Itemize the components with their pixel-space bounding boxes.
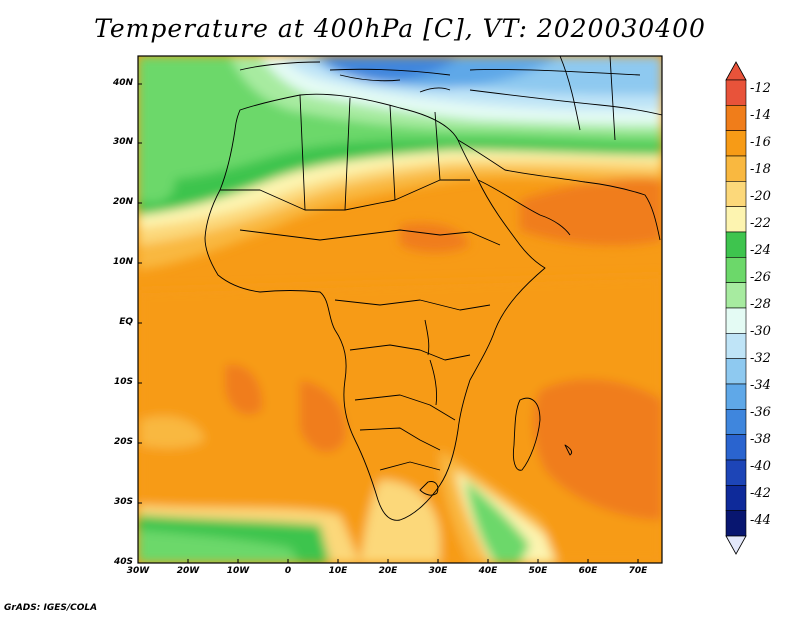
- y-tick-label: 30N: [112, 137, 133, 147]
- colorbar-swatch: [725, 282, 747, 309]
- colorbar-label: -34: [750, 378, 771, 393]
- colorbar-swatch: [725, 434, 747, 461]
- colorbar-label: -12: [750, 81, 771, 96]
- y-tick-label: 10S: [113, 377, 133, 387]
- x-tick-label: 30W: [126, 566, 150, 576]
- x-tick-label: 10E: [328, 566, 348, 576]
- colorbar-swatch: [725, 105, 747, 131]
- colorbar-label: -24: [750, 243, 771, 258]
- map-plot-area: [138, 56, 662, 563]
- colorbar-swatch: [725, 485, 747, 511]
- colorbar-label: -26: [750, 270, 771, 285]
- colorbar: [725, 61, 747, 555]
- colorbar-label: -22: [750, 216, 771, 231]
- x-tick-label: 50E: [528, 566, 548, 576]
- colorbar-swatch: [725, 231, 747, 258]
- colorbar-swatch: [725, 206, 747, 233]
- colorbar-label: -30: [750, 324, 771, 339]
- y-tick-label: EQ: [119, 317, 133, 327]
- colorbar-swatch: [725, 181, 747, 207]
- colorbar-label: -44: [750, 513, 771, 528]
- x-tick-label: 0: [284, 566, 292, 576]
- colorbar-swatch: [725, 307, 747, 334]
- colorbar-label: -32: [750, 351, 771, 366]
- map-title: Temperature at 400hPa [C], VT: 202003040…: [94, 14, 706, 43]
- colorbar-bottom-arrow: [725, 535, 747, 555]
- colorbar-label: -14: [750, 108, 771, 123]
- colorbar-swatch: [725, 257, 747, 283]
- colorbar-label: -40: [750, 459, 771, 474]
- credit-text: GrADS: IGES/COLA: [4, 603, 98, 613]
- x-tick-label: 70E: [628, 566, 648, 576]
- colorbar-top-arrow: [725, 61, 747, 81]
- x-tick-label: 20W: [176, 566, 200, 576]
- colorbar-label: -28: [750, 297, 771, 312]
- colorbar-swatch: [725, 358, 747, 385]
- y-tick-label: 20S: [113, 437, 133, 447]
- y-tick-label: 40N: [112, 78, 133, 88]
- colorbar-swatch: [725, 383, 747, 410]
- colorbar-swatch: [725, 459, 747, 486]
- colorbar-swatch: [725, 130, 747, 157]
- x-tick-label: 30E: [428, 566, 448, 576]
- colorbar-swatch: [725, 510, 747, 537]
- x-tick-label: 40E: [478, 566, 498, 576]
- colorbar-label: -16: [750, 135, 771, 150]
- colorbar-swatch: [725, 409, 747, 435]
- map-frame: [137, 55, 663, 564]
- y-tick-label: 40S: [113, 557, 133, 567]
- y-tick-label: 20N: [112, 197, 133, 207]
- x-tick-label: 60E: [578, 566, 598, 576]
- x-tick-label: 20E: [378, 566, 398, 576]
- colorbar-swatch: [725, 155, 747, 182]
- y-tick-label: 30S: [113, 497, 133, 507]
- colorbar-swatch: [725, 79, 747, 106]
- colorbar-swatch: [725, 333, 747, 359]
- colorbar-label: -20: [750, 189, 771, 204]
- colorbar-label: -18: [750, 162, 771, 177]
- colorbar-label: -36: [750, 405, 771, 420]
- x-tick-label: 10W: [226, 566, 250, 576]
- colorbar-label: -38: [750, 432, 771, 447]
- y-tick-label: 10N: [112, 257, 133, 267]
- colorbar-label: -42: [750, 486, 771, 501]
